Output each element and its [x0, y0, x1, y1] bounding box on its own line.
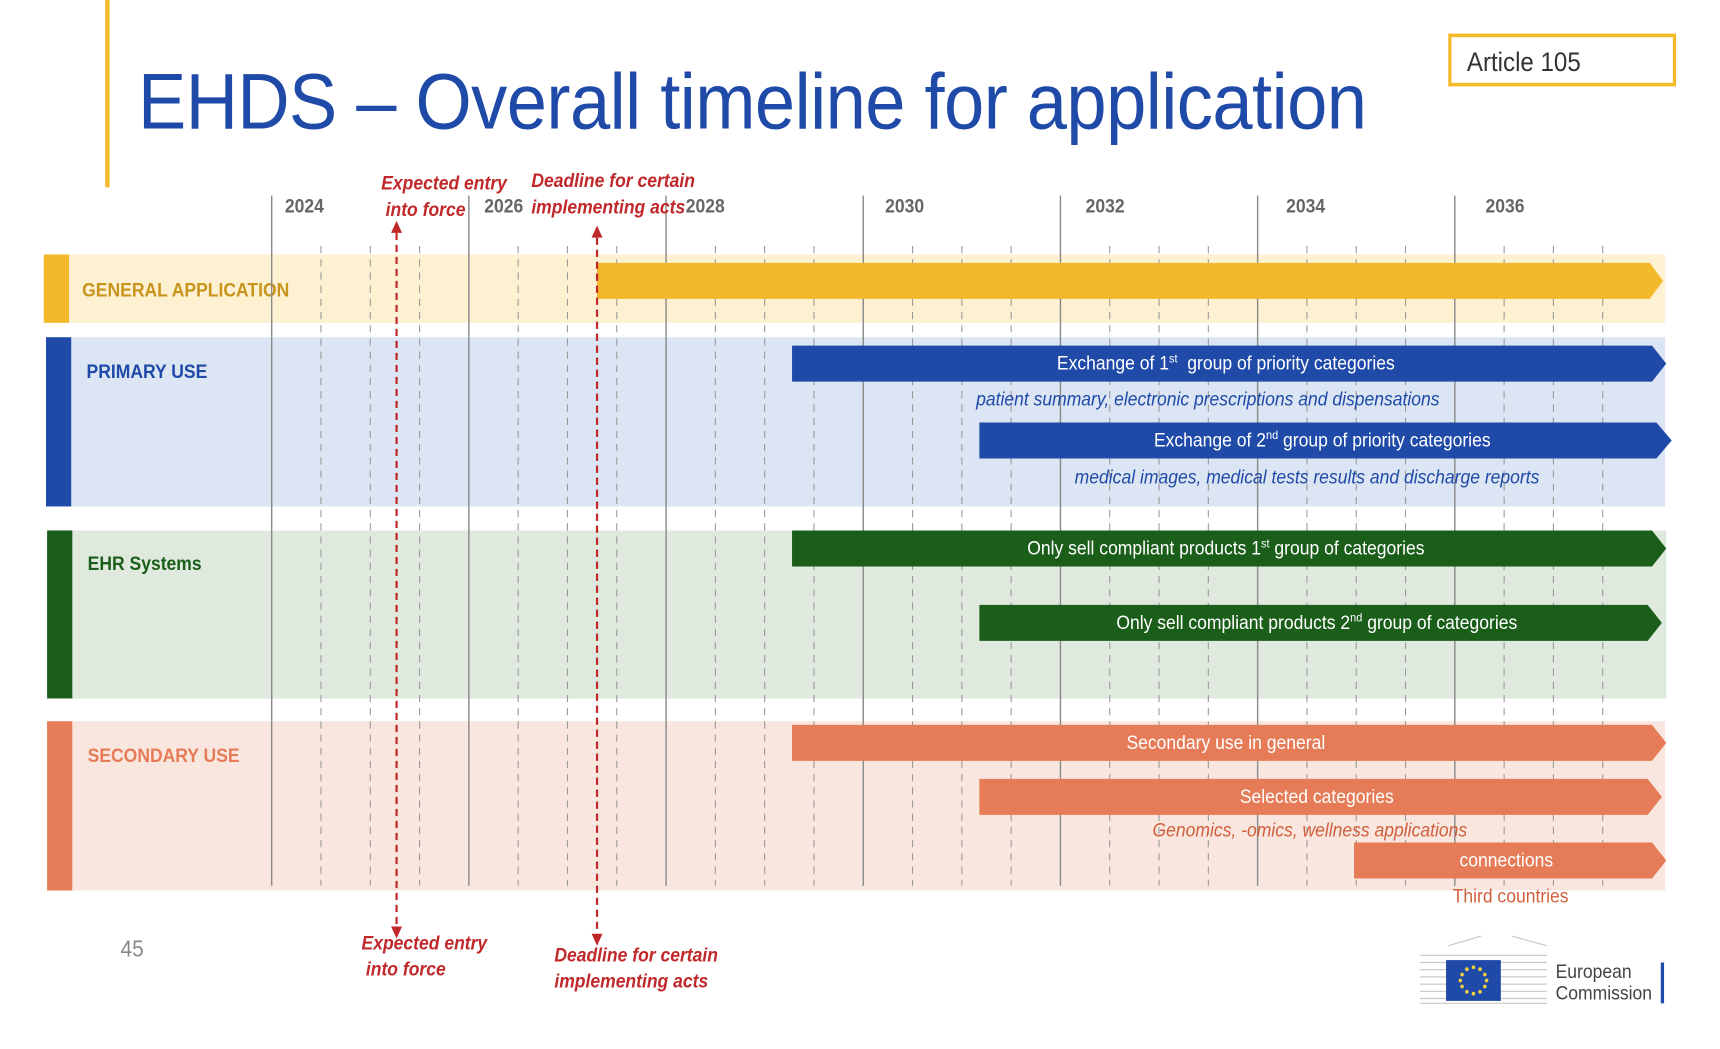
implementing-acts-label-top: Deadline for certain implementing acts — [531, 171, 695, 219]
implementing-acts-arrowhead-up — [591, 225, 603, 238]
bar-secondary-connections-label: connections — [1459, 850, 1554, 872]
bar-primary-1st-note: patient summary, electronic prescription… — [976, 390, 1440, 411]
bar-ehr-1st-label: Only sell compliant products 1st group o… — [1027, 537, 1425, 560]
bar-secondary-connections — [1354, 842, 1667, 879]
bar-primary-2nd-note: medical images, medical tests results an… — [1074, 468, 1540, 489]
bar-ehr-2nd-group — [979, 604, 1662, 641]
bar-primary-1st-group — [792, 345, 1667, 382]
entry-into-force-label-bottom: Expected entry into force — [361, 933, 488, 981]
year-label-2034: 2034 — [1286, 196, 1326, 218]
entry-into-force-arrowhead-down — [391, 926, 403, 939]
article-reference: Article 105 — [1466, 46, 1581, 77]
bar-secondary-selected — [979, 778, 1662, 815]
bar-secondary-general-label: Secondary use in general — [1126, 733, 1326, 754]
band-primary-stripe — [46, 337, 72, 507]
implementing-acts-arrowhead-down — [591, 933, 603, 946]
entry-into-force-label-top: Expected entry into force — [381, 174, 507, 221]
logo-divider — [1660, 962, 1665, 1004]
band-primary-label: PRIMARY USE — [86, 362, 208, 383]
band-secondary-label: SECONDARY USE — [87, 746, 240, 767]
year-label-2030: 2030 — [885, 196, 925, 218]
bar-ehr-1st-group — [792, 530, 1667, 567]
european-commission-text: European Commission — [1555, 962, 1653, 1005]
bar-ehr-2nd-label: Only sell compliant products 2nd group o… — [1116, 612, 1518, 634]
band-ehr-stripe — [47, 530, 73, 699]
bar-primary-1st-label: Exchange of 1st group of priority catego… — [1056, 352, 1395, 375]
bar-primary-2nd-group — [979, 422, 1672, 459]
band-general-label: GENERAL APPLICATION — [82, 280, 290, 302]
band-secondary-stripe — [47, 721, 73, 891]
band-general-stripe — [43, 254, 70, 323]
year-label-2028: 2028 — [685, 196, 725, 218]
year-label-2024: 2024 — [284, 196, 324, 218]
year-label-2032: 2032 — [1085, 196, 1125, 218]
implementing-acts-label-bottom: Deadline for certain implementing acts — [554, 945, 718, 993]
year-label-2026: 2026 — [484, 196, 524, 218]
article-reference-box: Article 105 — [1448, 33, 1677, 87]
bar-secondary-general — [792, 724, 1667, 761]
header-accent-bar — [105, 0, 110, 188]
band-ehr-label: EHR Systems — [87, 554, 202, 575]
page-title: EHDS – Overall timeline for application — [138, 56, 1367, 146]
bar-secondary-selected-label: Selected categories — [1239, 787, 1394, 808]
bar-general-application — [597, 262, 1663, 299]
year-label-2036: 2036 — [1485, 196, 1525, 218]
bar-primary-2nd-label: Exchange of 2nd group of priority catego… — [1153, 429, 1491, 452]
bar-secondary-selected-note: Genomics, -omics, wellness applications — [1152, 820, 1468, 842]
bar-secondary-connections-note: Third countries — [1452, 886, 1569, 908]
entry-into-force-arrowhead-up — [391, 220, 403, 233]
page-number: 45 — [120, 937, 144, 963]
